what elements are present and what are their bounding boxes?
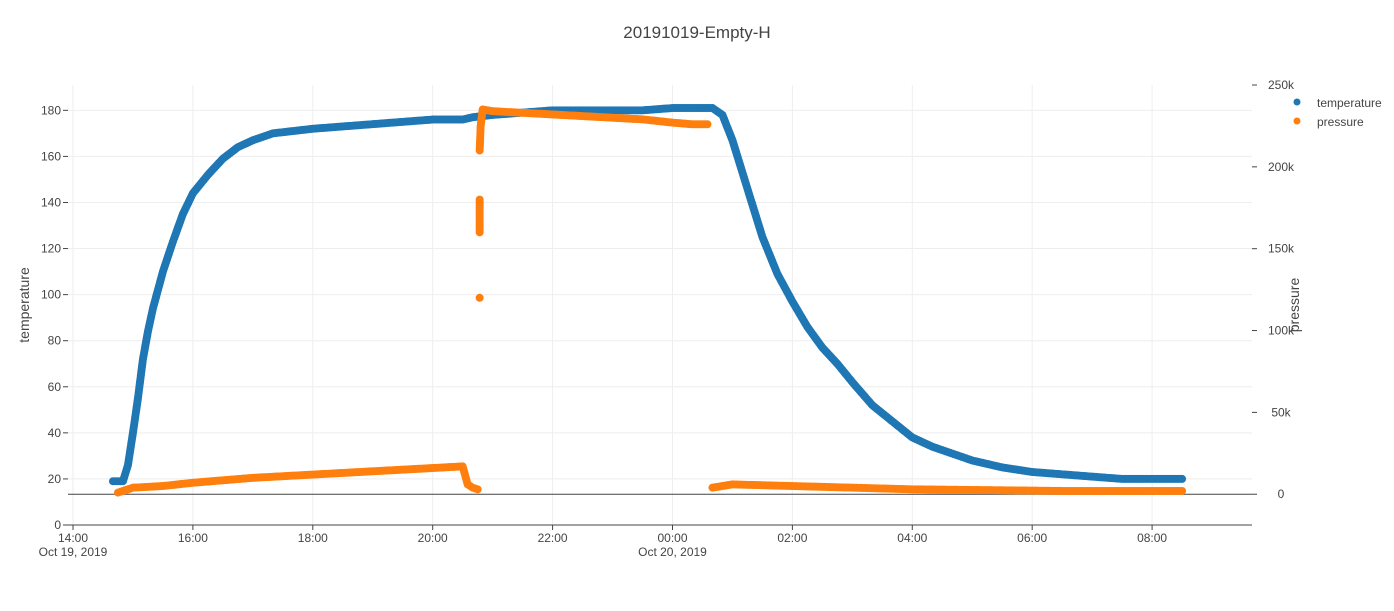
chart-title: 20191019-Empty-H	[623, 23, 770, 42]
x-tick-sublabel: Oct 19, 2019	[39, 545, 108, 559]
x-tick-label: 08:00	[1137, 531, 1167, 545]
series-layer	[108, 104, 1187, 497]
legend-label-pressure: pressure	[1317, 115, 1364, 129]
x-tick-sublabel: Oct 20, 2019	[638, 545, 707, 559]
y-right-tick-label: 250k	[1268, 78, 1295, 92]
y-left-tick-label: 0	[54, 518, 61, 532]
y-left-tick-label: 140	[41, 195, 61, 209]
data-point-pressure	[1178, 486, 1187, 495]
y-right-tick-label: 0	[1278, 487, 1285, 501]
x-tick-label: 00:00	[657, 531, 687, 545]
legend-item-temperature[interactable]: temperature	[1293, 96, 1383, 110]
legend-label-temperature: temperature	[1317, 96, 1382, 110]
y-left-tick-label: 120	[41, 242, 61, 256]
legend-marker-temperature	[1293, 98, 1301, 106]
legend-item-pressure[interactable]: pressure	[1293, 115, 1365, 129]
x-tick-label: 14:00	[58, 531, 88, 545]
x-tick-label: 04:00	[897, 531, 927, 545]
data-point-pressure	[473, 485, 482, 494]
data-point-temperature	[1178, 474, 1187, 483]
series-pressure	[113, 105, 1187, 497]
data-point-pressure	[475, 195, 484, 204]
y-axis-right-title: pressure	[1286, 278, 1302, 333]
y-left-tick-label: 80	[48, 334, 62, 348]
data-point-pressure	[703, 120, 712, 129]
y-right-tick-label: 50k	[1271, 405, 1291, 419]
y-axis-left: 0 20 40 60 80 100 120 140 160 180	[41, 103, 68, 532]
x-tick-label: 06:00	[1017, 531, 1047, 545]
x-tick-label: 18:00	[298, 531, 328, 545]
y-right-tick-label: 100k	[1268, 324, 1295, 338]
x-tick-label: 02:00	[777, 531, 807, 545]
legend[interactable]: temperature pressure	[1293, 96, 1383, 129]
y-axis-left-title: temperature	[16, 267, 32, 343]
data-point-pressure	[475, 293, 484, 302]
x-tick-label: 16:00	[178, 531, 208, 545]
y-axis-right: 0 50k 100k 150k 200k 250k	[1252, 78, 1295, 501]
x-tick-label: 20:00	[418, 531, 448, 545]
y-left-tick-label: 60	[48, 380, 62, 394]
y-right-tick-label: 200k	[1268, 160, 1295, 174]
y-right-tick-label: 150k	[1268, 242, 1295, 256]
y-left-tick-label: 40	[48, 426, 62, 440]
y-left-tick-label: 160	[41, 149, 61, 163]
legend-marker-pressure	[1293, 117, 1301, 125]
series-temperature	[108, 104, 1187, 486]
y-left-tick-label: 20	[48, 472, 62, 486]
grid	[68, 85, 1252, 525]
y-left-tick-label: 180	[41, 103, 61, 117]
x-tick-label: 22:00	[538, 531, 568, 545]
y-left-tick-label: 100	[41, 288, 61, 302]
